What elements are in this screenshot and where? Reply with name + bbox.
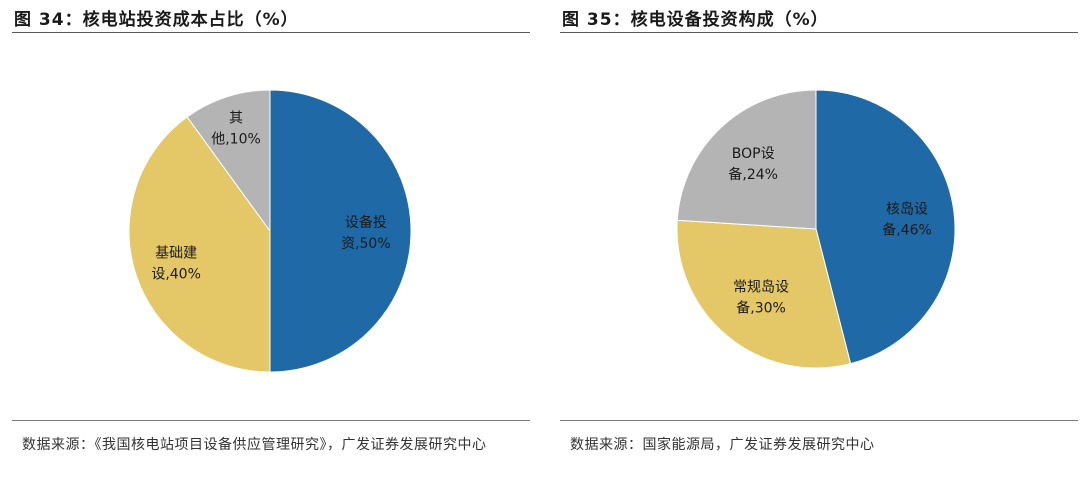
pie-slice-fig35-2 <box>676 89 817 230</box>
figure-35-panel: 图 35：核电设备投资构成（%） 核岛设备,46% 常规岛设备,30% BOP设备,… <box>560 0 1078 495</box>
slice-label-fig35-0-line2: 备,46% <box>882 222 932 239</box>
figure-34-source: 数据来源：《我国核电站项目设备供应管理研究》，广发证券发展研究中心 <box>22 437 487 453</box>
slice-label-fig34-2-line2: 他,10% <box>211 131 261 147</box>
figure-35-source: 数据来源：国家能源局，广发证券发展研究中心 <box>570 437 875 453</box>
pie-slice-fig35-0 <box>815 89 956 365</box>
figure-34-top-rule <box>12 32 530 33</box>
figure-34-title: 图 34：核电站投资成本占比（%） <box>14 10 299 30</box>
slice-label-fig34-2-line1: 其 <box>229 110 243 126</box>
slice-label-fig34-0-line2: 资,50% <box>341 236 391 252</box>
slice-label-fig35-2-line2: 备,24% <box>728 166 778 183</box>
pie-slice-fig34-2 <box>186 89 271 233</box>
slice-label-fig35-2-line1: BOP设 <box>732 146 775 162</box>
slice-label-fig35-0-line1: 核岛设 <box>886 202 928 218</box>
figure-34-bottom-rule <box>12 420 530 421</box>
slice-label-fig34-1-line2: 设,40% <box>151 267 201 283</box>
slice-label-fig34-1-line1: 基础建 <box>155 244 197 261</box>
slice-label-fig34-0-line1: 设备投 <box>345 214 387 231</box>
figure-35-bottom-rule <box>560 420 1078 421</box>
figure-35-title: 图 35：核电设备投资构成（%） <box>562 10 829 30</box>
slice-label-fig35-1-line2: 备,30% <box>736 299 786 316</box>
figure-34-panel: 图 34：核电站投资成本占比（%） 设备投资,50% 基础建设,40% 其他,10%… <box>12 0 530 495</box>
slice-label-fig35-1-line1: 常规岛设 <box>733 279 789 295</box>
pie-slice-fig34-1 <box>128 116 271 373</box>
figure-35-top-rule <box>560 32 1078 33</box>
pie-slice-fig35-1 <box>676 219 852 369</box>
pie-slice-fig34-0 <box>269 89 412 373</box>
